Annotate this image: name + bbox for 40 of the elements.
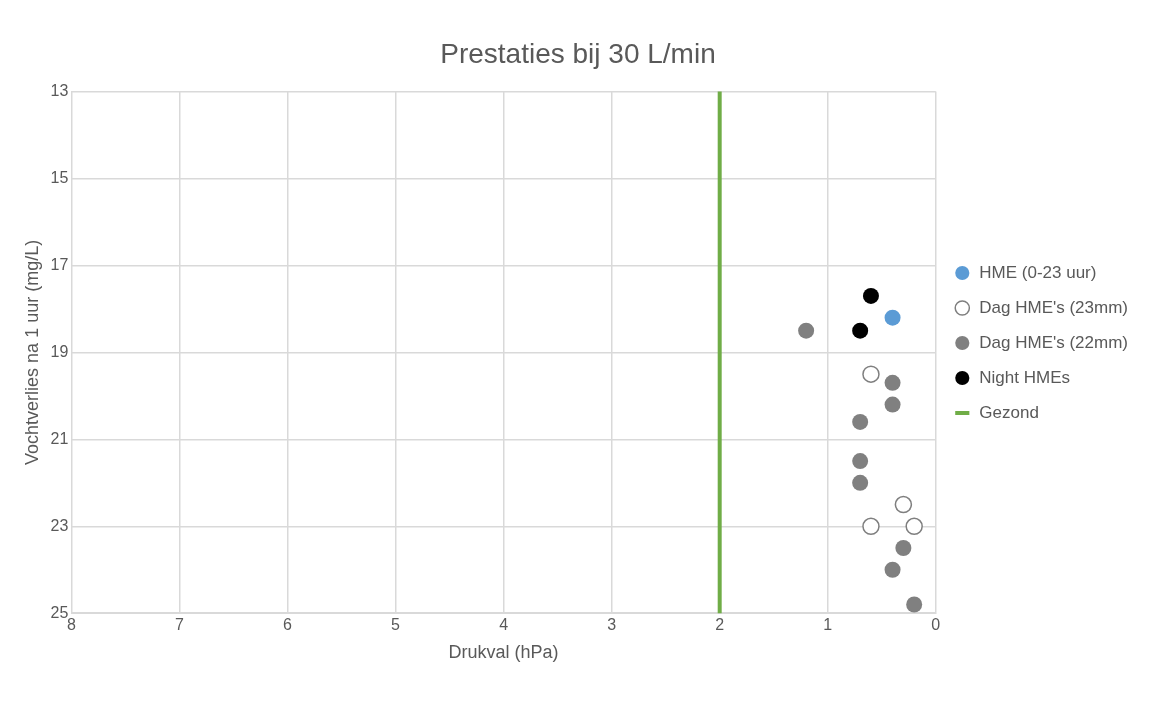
legend-label: Dag HME's (23mm): [979, 297, 1129, 317]
y-tick-label: 19: [50, 342, 69, 360]
legend-label: Dag HME's (22mm): [979, 332, 1129, 352]
y-tick-label: 15: [50, 168, 69, 186]
legend-label: Gezond: [979, 402, 1039, 422]
point: [862, 517, 880, 536]
point: [905, 517, 923, 536]
x-tick-label: 6: [283, 616, 293, 634]
y-tick-label: 25: [50, 603, 69, 621]
point: [852, 453, 869, 470]
point: [798, 322, 815, 339]
y-tick-label: 17: [50, 255, 69, 273]
chart-title: Prestaties bij 30 L/min: [440, 37, 716, 69]
x-tick-label: 7: [174, 616, 184, 634]
point: [862, 365, 880, 383]
point: [852, 413, 869, 430]
x-tick-label: 3: [607, 616, 617, 634]
x-axis-title: Drukval (hPa): [448, 642, 559, 663]
x-tick-label: 4: [499, 616, 509, 634]
point: [894, 495, 913, 514]
point: [852, 322, 869, 339]
y-tick-label: 23: [50, 516, 69, 534]
x-tick-label: 0: [931, 616, 941, 634]
point: [862, 287, 879, 304]
y-tick-label: 21: [50, 429, 69, 447]
point: [895, 540, 912, 556]
legend-label: Night HMEs: [979, 367, 1070, 387]
legend-label: HME (0-23 uur): [979, 262, 1097, 282]
point: [884, 309, 901, 326]
x-tick-label: 1: [823, 616, 833, 634]
point: [884, 374, 901, 391]
point: [884, 396, 901, 413]
point: [906, 596, 923, 613]
x-tick-label: 8: [66, 616, 76, 634]
y-tick-label: 13: [50, 82, 69, 100]
y-axis-title: Vochtverlies na 1 uur (mg/L): [21, 239, 42, 465]
point: [852, 474, 869, 491]
x-tick-label: 5: [391, 616, 401, 634]
x-tick-label: 2: [715, 616, 725, 634]
point: [884, 561, 901, 578]
